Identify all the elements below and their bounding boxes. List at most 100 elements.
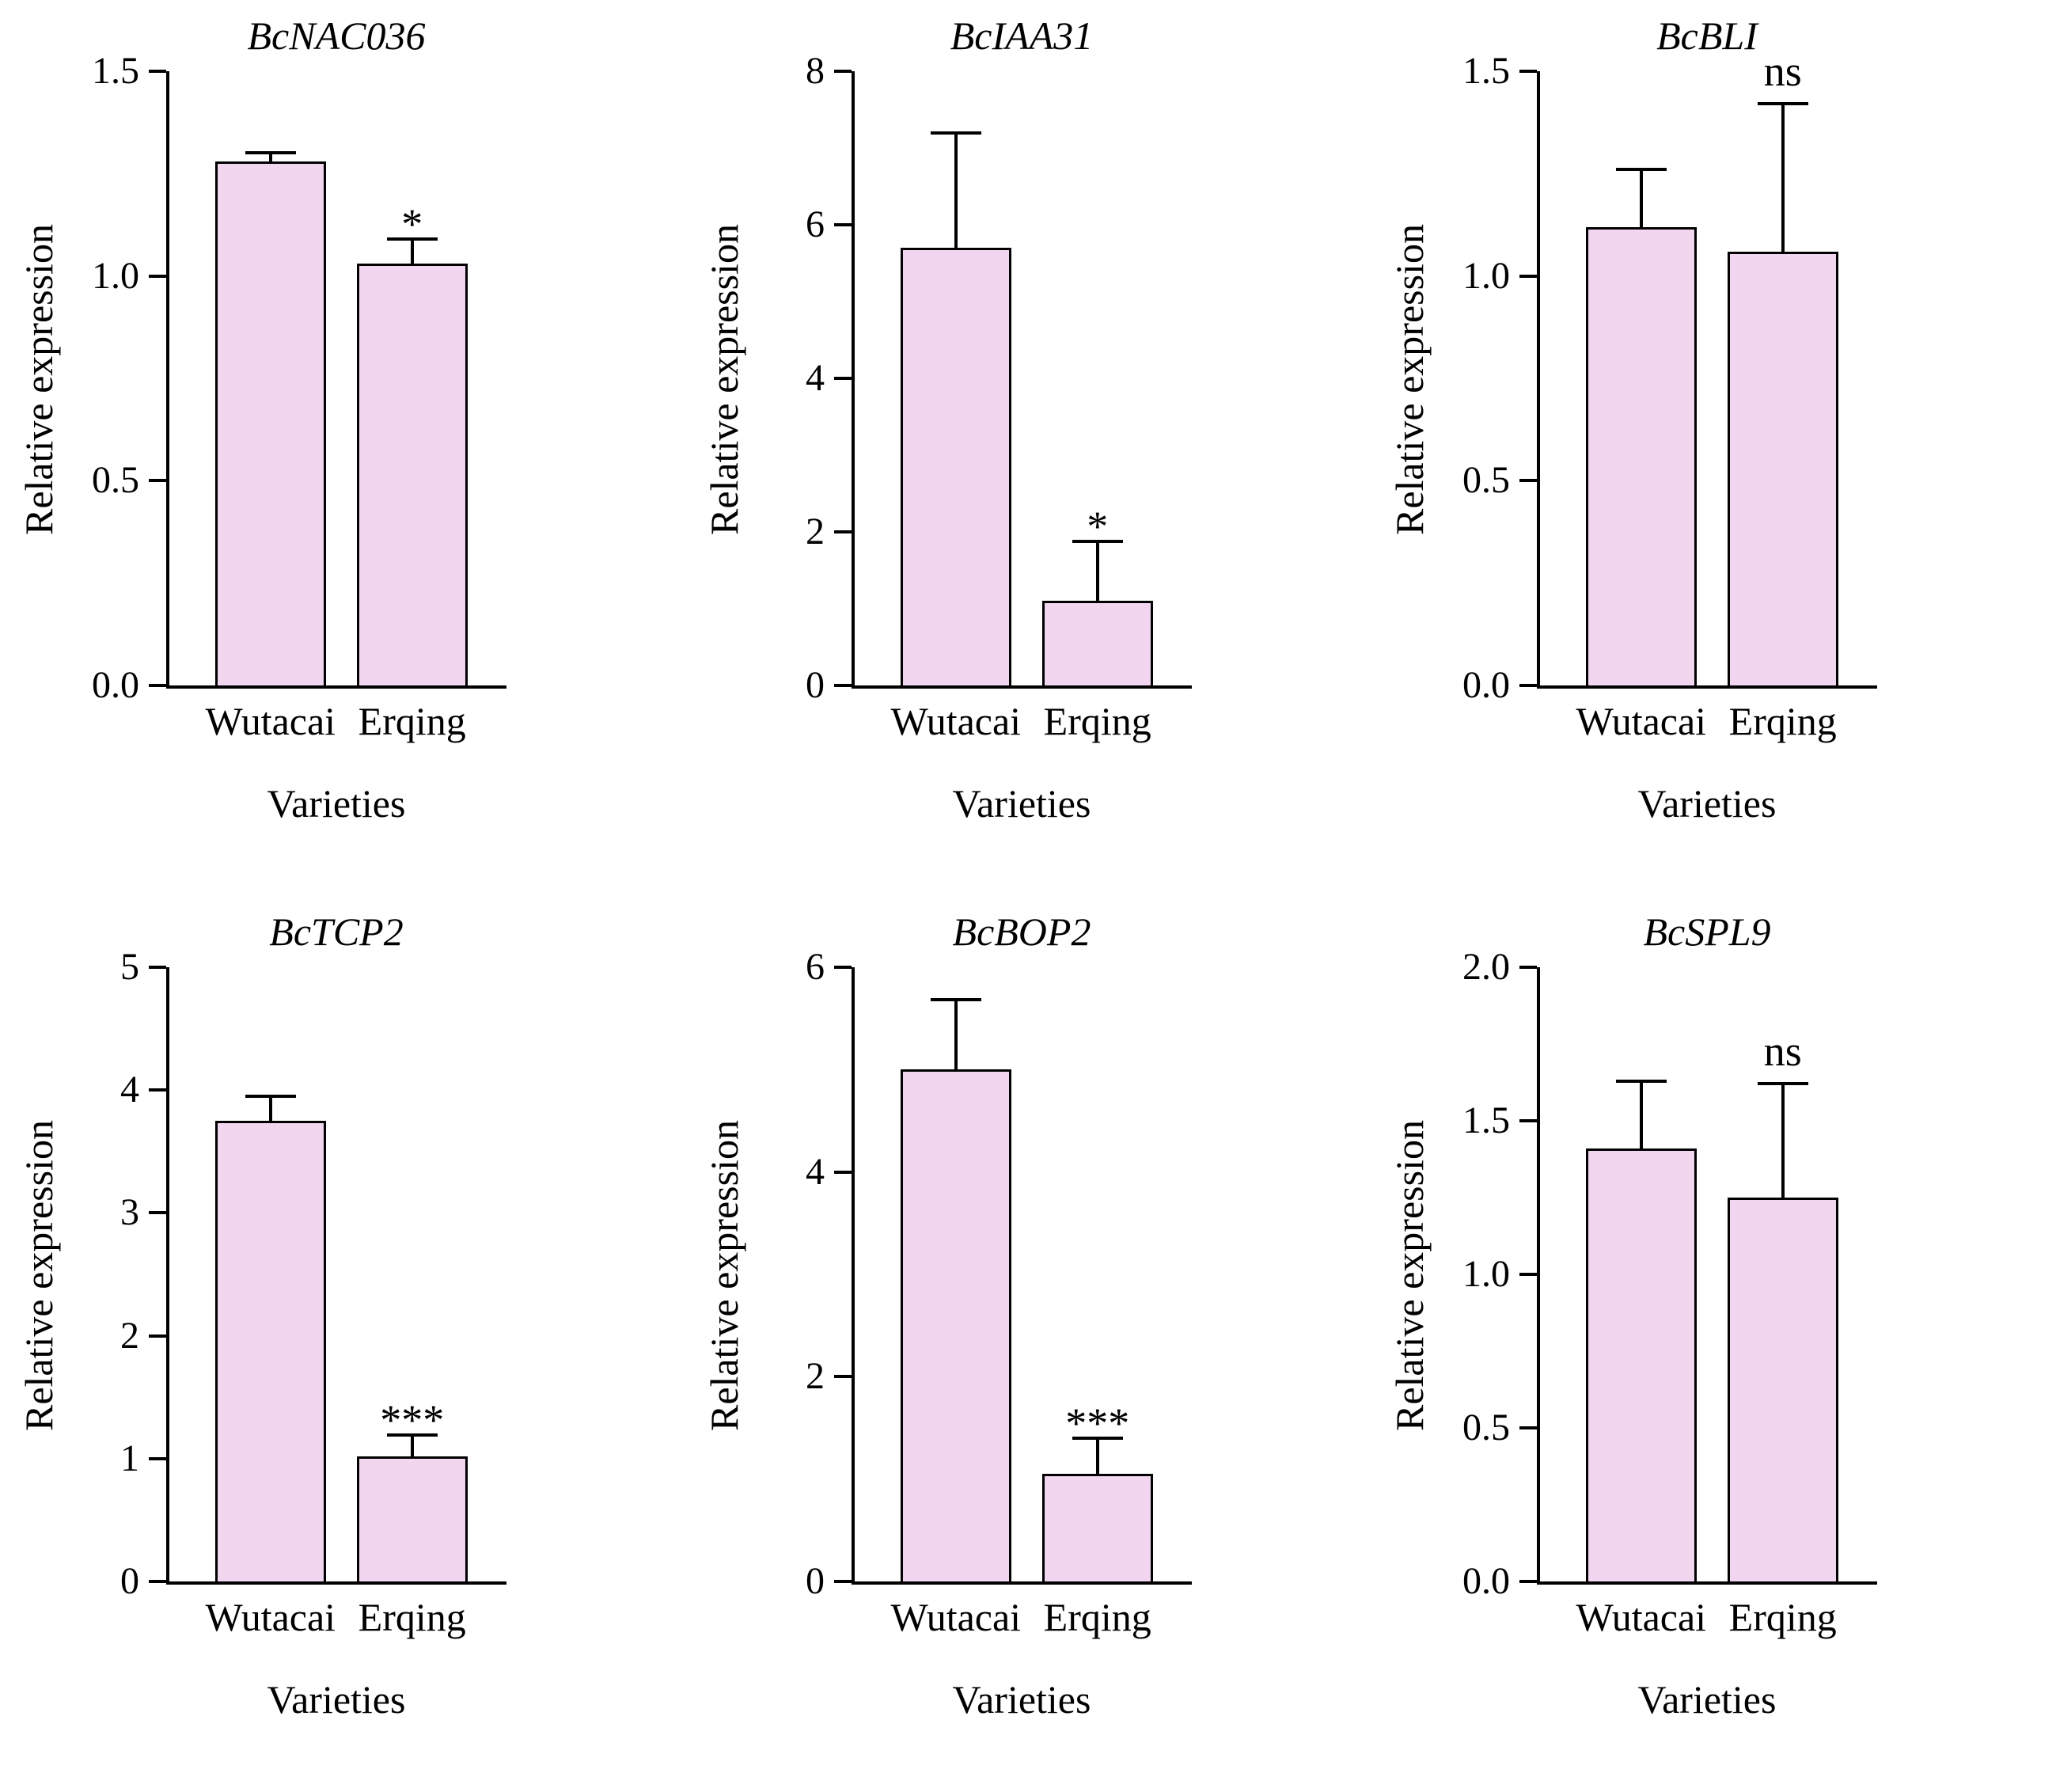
y-axis-tick <box>1519 684 1537 687</box>
error-bar <box>1781 1084 1785 1198</box>
y-axis-tick <box>1519 1580 1537 1583</box>
y-axis-tick <box>834 70 852 73</box>
y-axis-tick <box>149 70 166 73</box>
y-tick-label: 2 <box>806 511 825 552</box>
significance-label: *** <box>380 1396 445 1445</box>
x-axis-label: Varieties <box>1637 781 1777 826</box>
bar-erqing <box>1041 601 1153 685</box>
y-axis-tick <box>1519 1273 1537 1276</box>
chart-panel: BcTCP2 Relative expression 0 1 2 3 4 5 Wutacai… <box>0 896 685 1792</box>
chart-panel: BcBLI Relative expression 0.0 0.5 1.0 1.5 Wu… <box>1371 0 2056 896</box>
x-tick-label: Erqing <box>1728 1595 1837 1639</box>
y-tick-label: 4 <box>806 1150 825 1193</box>
y-tick-label: 0 <box>120 1560 139 1602</box>
chart-title: BcBLI <box>1656 13 1758 58</box>
y-tick-label: 0 <box>806 1560 825 1602</box>
y-axis-label: Relative expression <box>1387 224 1432 536</box>
y-axis-tick <box>1519 966 1537 969</box>
x-tick-label: Erqing <box>1043 1595 1151 1639</box>
y-tick-label: 8 <box>806 50 825 92</box>
y-axis-tick <box>834 966 852 969</box>
y-tick-label: 1.5 <box>1462 50 1510 92</box>
x-tick-label: Wutacai <box>890 699 1022 743</box>
x-tick-label: Erqing <box>358 1595 466 1639</box>
y-tick-label: 1.0 <box>92 254 139 297</box>
y-tick-label: 0.0 <box>1462 664 1510 706</box>
y-tick-label: 1 <box>120 1437 139 1479</box>
significance-label: ns <box>1763 1027 1802 1076</box>
x-tick-label: Erqing <box>358 699 466 743</box>
y-axis-tick <box>834 1580 852 1583</box>
y-tick-label: 4 <box>806 357 825 399</box>
plot-area: 0 2 4 6 Wutacai Erqing *** <box>806 948 1192 1637</box>
y-axis-tick <box>149 479 166 483</box>
error-bar-cap <box>1615 1079 1667 1083</box>
plot-area: 0 1 2 3 4 5 Wutacai Erqing *** <box>120 948 506 1637</box>
y-tick-label: 1.0 <box>1462 254 1510 297</box>
y-axis-tick <box>834 1375 852 1379</box>
y-axis-tick <box>149 274 166 278</box>
y-axis-tick <box>149 1580 166 1583</box>
y-axis-tick <box>149 1211 166 1215</box>
bar-erqing <box>356 264 468 685</box>
y-tick-label: 5 <box>120 946 139 988</box>
error-bar <box>1639 169 1643 227</box>
bar-erqing <box>1041 1474 1153 1581</box>
y-tick-label: 4 <box>120 1069 139 1111</box>
y-axis-tick <box>149 1334 166 1338</box>
x-tick-label: Wutacai <box>205 1595 336 1639</box>
plot-area: 0 2 4 6 8 Wutacai Erqing * <box>806 52 1192 741</box>
y-tick-label: 0 <box>806 664 825 706</box>
y-axis-tick <box>1519 70 1537 73</box>
y-tick-label: 1.0 <box>1462 1253 1510 1295</box>
error-bar <box>410 1435 414 1456</box>
error-bar-cap <box>386 237 438 241</box>
error-bar <box>268 153 272 161</box>
y-axis-tick <box>834 223 852 226</box>
y-axis-tick <box>149 684 166 687</box>
y-tick-label: 2 <box>120 1314 139 1357</box>
bar-wutacai <box>214 1121 326 1581</box>
error-bar <box>954 132 958 249</box>
y-axis-label: Relative expression <box>702 1120 746 1432</box>
y-axis-label: Relative expression <box>17 224 61 536</box>
error-bar <box>410 239 414 264</box>
error-bar-cap <box>386 1433 438 1437</box>
y-axis-tick <box>1519 274 1537 278</box>
y-axis-tick <box>149 966 166 969</box>
y-tick-label: 6 <box>806 946 825 988</box>
x-axis-label: Varieties <box>267 1677 406 1722</box>
error-bar-cap <box>1757 102 1808 106</box>
error-bar <box>1781 104 1785 252</box>
chart-title: BcSPL9 <box>1643 909 1771 954</box>
y-axis-tick <box>834 530 852 533</box>
x-tick-label: Erqing <box>1043 699 1151 743</box>
bar-erqing <box>1727 251 1838 685</box>
x-axis-label: Varieties <box>952 1677 1091 1722</box>
chart-title: BcTCP2 <box>269 909 404 954</box>
y-axis-tick <box>1519 1119 1537 1122</box>
error-bar-cap <box>930 998 981 1002</box>
error-bar-cap <box>1072 1436 1123 1440</box>
y-tick-label: 0.0 <box>92 664 139 706</box>
error-bar-cap <box>930 131 981 135</box>
y-axis-tick <box>1519 1426 1537 1429</box>
x-tick-label: Wutacai <box>890 1595 1022 1639</box>
y-tick-label: 0.5 <box>92 459 139 502</box>
chart-panel: BcSPL9 Relative expression 0.0 0.5 1.0 1.5 2… <box>1371 896 2056 1792</box>
error-bar <box>1639 1080 1643 1148</box>
y-tick-label: 2 <box>806 1355 825 1398</box>
y-tick-label: 6 <box>806 203 825 245</box>
y-axis-tick <box>149 1088 166 1092</box>
y-axis-label: Relative expression <box>17 1120 61 1432</box>
chart-panel: BcIAA31 Relative expression 0 2 4 6 8 Wutacai… <box>685 0 1371 896</box>
error-bar <box>268 1095 272 1121</box>
error-bar-cap <box>1615 168 1667 172</box>
chart-panel: BcNAC036 Relative expression 0.0 0.5 1.0 1.… <box>0 0 685 896</box>
chart-title: BcNAC036 <box>247 13 426 58</box>
bar-erqing <box>356 1456 468 1581</box>
significance-label: * <box>1087 502 1109 550</box>
x-tick-label: Erqing <box>1728 699 1837 743</box>
chart-title: BcIAA31 <box>950 13 1094 58</box>
